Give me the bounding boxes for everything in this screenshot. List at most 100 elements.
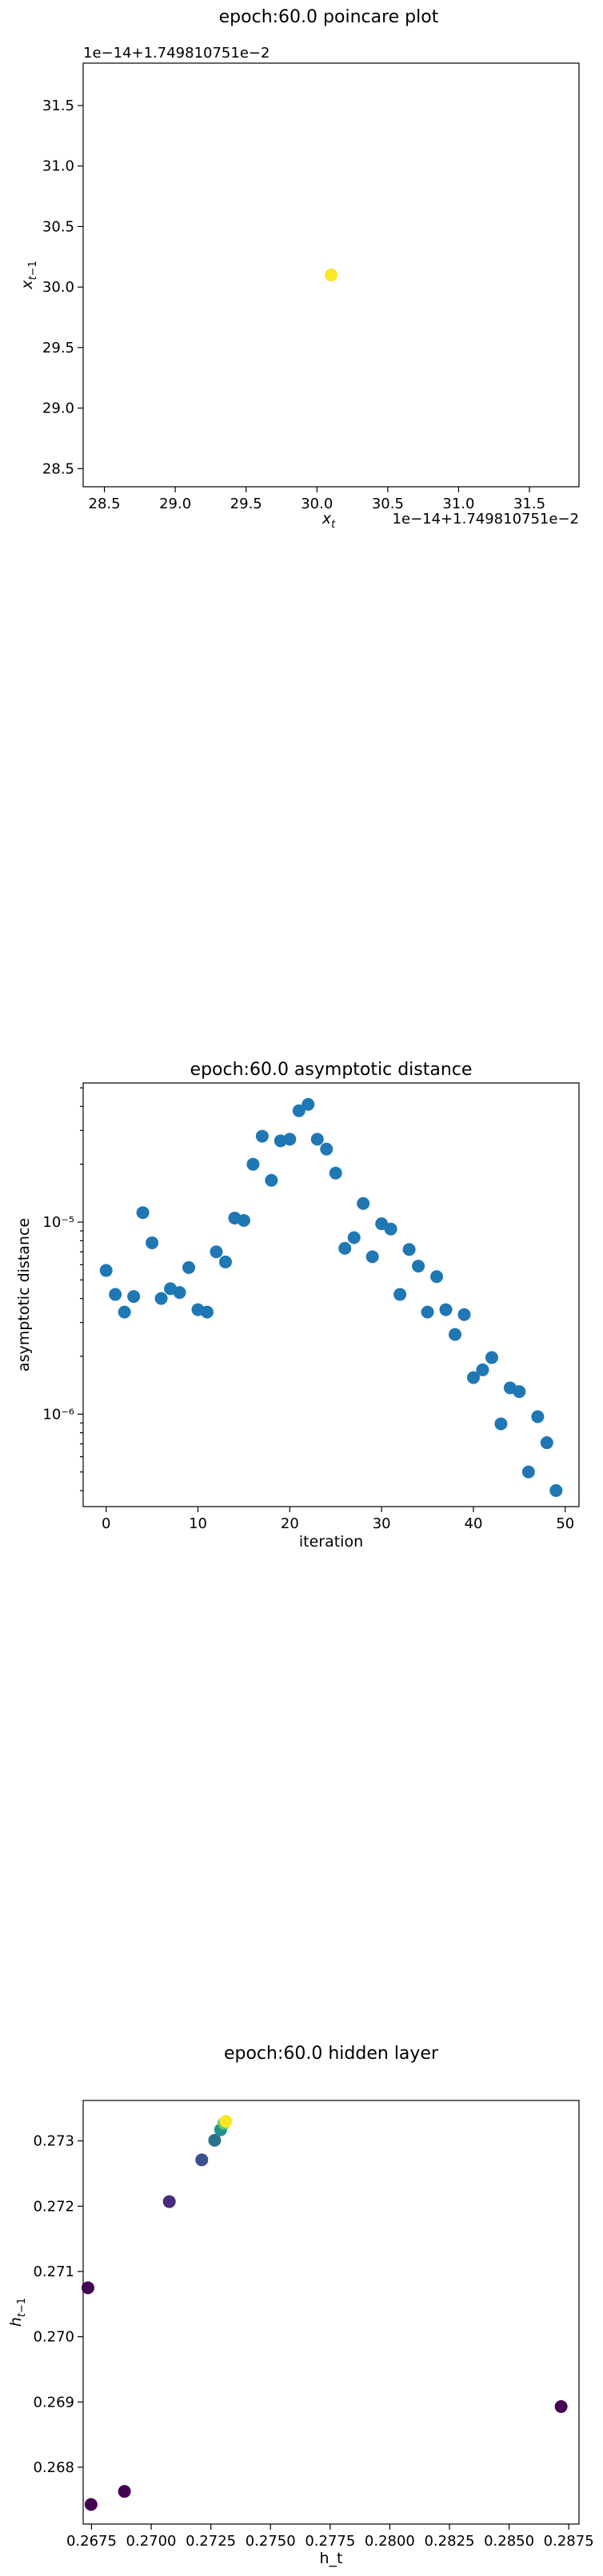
- asymptotic-title: epoch:60.0 asymptotic distance: [190, 1060, 473, 1080]
- hidden-x-tick-label: 0.2725: [186, 2533, 236, 2550]
- hidden-point: [81, 2281, 94, 2295]
- asymptotic-point: [329, 1166, 342, 1180]
- hidden-point: [84, 2498, 98, 2511]
- asymptotic-point: [320, 1142, 333, 1156]
- asymptotic-point: [476, 1363, 489, 1376]
- poincare-y-ticks: 28.5 29.0 29.5 30.0 30.5 31.0 31.5: [42, 98, 83, 477]
- hidden-x-tick-label: 0.2850: [484, 2533, 534, 2550]
- asymptotic-point: [99, 1264, 113, 1277]
- hidden-point: [219, 2115, 233, 2128]
- asymptotic-point: [521, 1465, 535, 1479]
- poincare-x-ticks: 28.5 29.0 29.5 30.0 30.5 31.0 31.5: [89, 487, 545, 512]
- asymptotic-point: [402, 1243, 416, 1256]
- poincare-x-tick-label: 30.0: [301, 496, 333, 512]
- asymptotic-x-tick-label: 30: [373, 1515, 391, 1532]
- poincare-plot: epoch:60.0 poincare plot 1e−14+1.7498107…: [18, 7, 580, 531]
- asymptotic-x-tick-label: 20: [281, 1515, 299, 1532]
- hidden-title: epoch:60.0 hidden layer: [224, 2044, 439, 2064]
- hidden-y-tick-label: 0.269: [33, 2394, 74, 2411]
- asymptotic-x-ticks: 0 10 20 30 40 50: [102, 1507, 574, 1532]
- hidden-point: [162, 2195, 176, 2208]
- asymptotic-point: [237, 1213, 250, 1227]
- hidden-x-ticks: 0.2675 0.2700 0.2725 0.2750 0.2775 0.2800 0.28…: [66, 2524, 594, 2550]
- poincare-x-tick-label: 31.5: [513, 496, 545, 512]
- asymptotic-point: [173, 1286, 186, 1300]
- asymptotic-point: [201, 1305, 214, 1319]
- asymptotic-point: [218, 1255, 232, 1268]
- asymptotic-point: [154, 1292, 168, 1305]
- hidden-x-tick-label: 0.2700: [126, 2533, 177, 2550]
- hidden-points: [81, 2115, 568, 2511]
- hidden-y-tick-label: 0.272: [33, 2198, 74, 2215]
- asymptotic-y-ticks: 10⁻⁶ 10⁻⁵: [42, 1087, 83, 1491]
- asymptotic-point: [540, 1436, 553, 1450]
- poincare-y-offset-text: 1e−14+1.749810751e−2: [83, 45, 270, 62]
- poincare-x-tick-label: 31.0: [442, 496, 474, 512]
- asymptotic-point: [246, 1157, 260, 1171]
- poincare-x-tick-label: 29.5: [230, 496, 262, 512]
- poincare-x-tick-label: 28.5: [89, 496, 121, 512]
- hidden-y-tick-label: 0.268: [33, 2459, 74, 2476]
- asymptotic-distance-plot: epoch:60.0 asymptotic distance 0 10 20 30 40…: [15, 1060, 580, 1551]
- asymptotic-x-tick-label: 10: [189, 1515, 207, 1532]
- poincare-y-label: xt−1: [18, 261, 39, 290]
- poincare-y-tick-label: 29.0: [42, 400, 74, 417]
- hidden-x-tick-label: 0.2825: [424, 2533, 474, 2550]
- asymptotic-point: [136, 1206, 150, 1220]
- asymptotic-x-label: iteration: [299, 1533, 363, 1551]
- poincare-point: [325, 269, 337, 281]
- hidden-x-tick-label: 0.2875: [544, 2533, 594, 2550]
- poincare-y-tick-label: 29.5: [42, 340, 74, 356]
- hidden-point: [195, 2153, 209, 2167]
- hidden-x-tick-label: 0.2800: [365, 2533, 415, 2550]
- asymptotic-point: [127, 1290, 141, 1304]
- asymptotic-point: [182, 1260, 196, 1274]
- hidden-y-label: ht−1: [7, 2298, 28, 2327]
- asymptotic-x-tick-label: 40: [465, 1515, 483, 1532]
- asymptotic-point: [384, 1222, 397, 1236]
- hidden-y-tick-label: 0.271: [33, 2263, 74, 2280]
- asymptotic-point: [210, 1245, 223, 1259]
- poincare-x-tick-label: 30.5: [372, 496, 404, 512]
- asymptotic-point: [255, 1129, 269, 1143]
- asymptotic-point: [265, 1173, 278, 1187]
- poincare-y-tick-label: 30.5: [42, 218, 74, 235]
- hidden-x-tick-label: 0.2750: [246, 2533, 296, 2550]
- asymptotic-point: [365, 1250, 379, 1264]
- asymptotic-point: [310, 1133, 324, 1146]
- poincare-points: [325, 269, 337, 281]
- asymptotic-point: [513, 1385, 526, 1399]
- asymptotic-y-tick-label: 10⁻⁶: [42, 1406, 74, 1423]
- hidden-plot-frame: [82, 2100, 580, 2525]
- hidden-point: [554, 2400, 568, 2414]
- poincare-y-tick-label: 31.5: [42, 98, 74, 114]
- asymptotic-point: [549, 1483, 563, 1497]
- hidden-point: [118, 2485, 131, 2498]
- asymptotic-point: [393, 1288, 407, 1301]
- asymptotic-y-tick-label: 10⁻⁵: [42, 1214, 74, 1231]
- asymptotic-x-tick-label: 0: [102, 1515, 110, 1532]
- asymptotic-point: [109, 1288, 122, 1301]
- poincare-x-tick-label: 29.0: [159, 496, 191, 512]
- asymptotic-point: [430, 1270, 444, 1284]
- hidden-layer-plot: epoch:60.0 hidden layer 0.2675 0.2700 0.27…: [7, 2044, 594, 2567]
- asymptotic-point: [457, 1308, 471, 1321]
- hidden-y-tick-label: 0.270: [33, 2329, 74, 2346]
- asymptotic-point: [347, 1231, 361, 1244]
- hidden-y-ticks: 0.268 0.269 0.270 0.271 0.272 0.273: [33, 2133, 83, 2476]
- poincare-y-tick-label: 28.5: [42, 460, 74, 477]
- asymptotic-point: [439, 1303, 453, 1316]
- asymptotic-point: [292, 1104, 305, 1117]
- hidden-point: [208, 2133, 222, 2147]
- asymptotic-points: [99, 1097, 563, 1497]
- asymptotic-point: [466, 1371, 480, 1384]
- asymptotic-point: [118, 1305, 131, 1319]
- asymptotic-point: [338, 1241, 352, 1255]
- poincare-y-tick-label: 31.0: [42, 158, 74, 175]
- asymptotic-point: [357, 1196, 370, 1210]
- asymptotic-point: [485, 1351, 498, 1364]
- asymptotic-point: [531, 1410, 545, 1423]
- poincare-x-label: xt: [321, 510, 336, 531]
- hidden-x-tick-label: 0.2775: [305, 2533, 355, 2550]
- asymptotic-point: [146, 1236, 159, 1249]
